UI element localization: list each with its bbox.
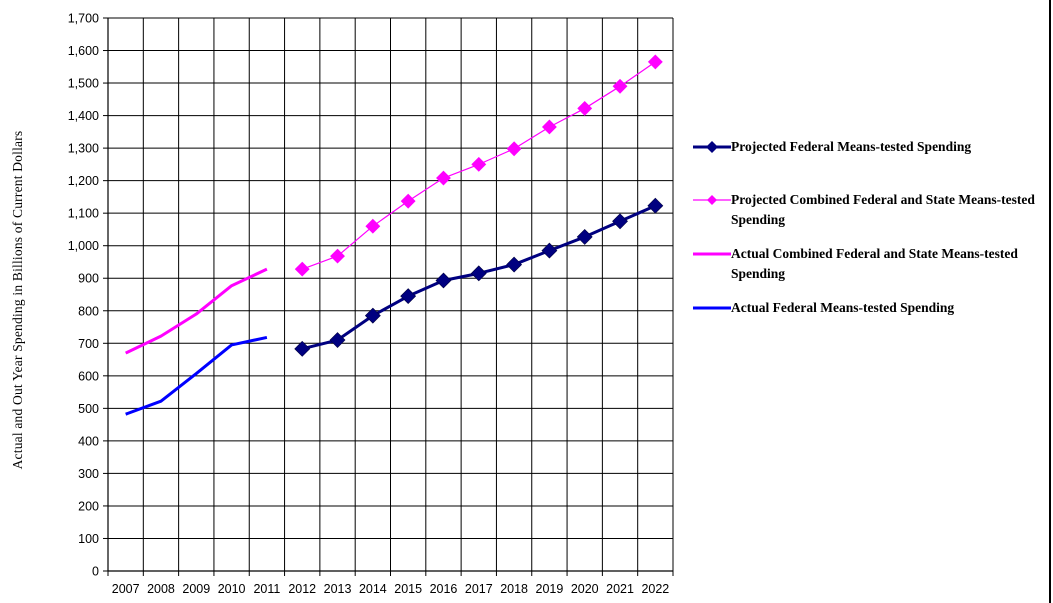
legend-label: Actual Combined Federal and State Means-…: [731, 246, 1018, 281]
y-tick-label: 1,200: [68, 174, 99, 188]
x-tick-label: 2008: [147, 582, 175, 596]
data-point-marker: [647, 197, 664, 214]
legend-label: Projected Combined Federal and State Mea…: [731, 192, 1035, 227]
legend-item-actual-combined: Actual Combined Federal and State Means-…: [693, 244, 1051, 284]
series-2: [125, 267, 268, 355]
plot-grid: [108, 17, 674, 571]
x-tick-label: 2014: [359, 582, 387, 596]
data-point-marker: [506, 141, 522, 157]
data-point-marker: [365, 218, 381, 234]
x-tick-label: 2013: [324, 582, 352, 596]
x-tick-label: 2020: [571, 582, 599, 596]
legend-item-projected-combined: Projected Combined Federal and State Mea…: [693, 190, 1051, 230]
data-point-marker: [400, 193, 416, 209]
y-tick-label: 500: [78, 402, 99, 416]
legend-key-magenta-line: [693, 245, 731, 261]
y-tick-label: 1,500: [68, 77, 99, 91]
x-tick-label: 2011: [253, 582, 280, 596]
y-tick-label: 100: [78, 532, 99, 546]
data-point-marker: [577, 101, 593, 116]
legend-label: Actual Federal Means-tested Spending: [731, 300, 955, 315]
data-point-marker: [506, 256, 523, 273]
x-tick-label: 2010: [218, 582, 246, 596]
series-line: [125, 335, 268, 416]
frame-edge: [1049, 0, 1051, 603]
x-tick-label: 2019: [536, 582, 564, 596]
x-tick-label: 2012: [288, 582, 316, 596]
y-tick-label: 700: [78, 337, 99, 351]
data-point-marker: [541, 119, 557, 135]
y-tick-label: 400: [78, 434, 99, 448]
x-tick-labels: 2007 2008 2009 2010 2011 2012 2013 2014 2015 2016…: [112, 582, 670, 596]
x-tick-label: 2015: [394, 582, 422, 596]
series-layer: [125, 54, 664, 416]
data-point-marker: [294, 261, 310, 277]
data-point-marker: [435, 272, 452, 289]
y-tick-label: 1,700: [68, 12, 99, 26]
legend-label: Projected Federal Means-tested Spending: [731, 139, 972, 154]
plot-axes: [103, 17, 674, 576]
data-point-marker: [330, 248, 345, 264]
legend-item-actual-federal: Actual Federal Means-tested Spending: [693, 298, 1051, 318]
x-tick-label: 2016: [430, 582, 458, 596]
y-tick-label: 800: [78, 304, 99, 318]
series-0: [294, 197, 664, 357]
legend-key-navy-diamond: [693, 138, 731, 154]
series-line: [125, 267, 268, 355]
data-point-marker: [541, 242, 558, 259]
y-tick-label: 0: [92, 565, 99, 579]
legend-key-blue-line: [693, 299, 731, 315]
y-tick-label: 200: [78, 499, 99, 513]
series-3: [125, 335, 268, 416]
data-point-marker: [364, 307, 381, 324]
y-tick-label: 1,000: [68, 239, 99, 253]
series-1: [294, 54, 663, 277]
legend-item-projected-federal: Projected Federal Means-tested Spending: [693, 137, 1051, 157]
data-point-marker: [612, 78, 628, 94]
y-tick-label: 900: [78, 272, 99, 286]
y-tick-label: 1,600: [68, 44, 99, 58]
data-point-marker: [647, 54, 663, 70]
data-point-marker: [471, 156, 487, 172]
data-point-marker: [576, 228, 593, 245]
legend-key-magenta-diamond: [693, 191, 731, 207]
x-tick-label: 2009: [182, 582, 210, 596]
x-tick-label: 2007: [112, 582, 140, 596]
y-tick-label: 1,300: [68, 142, 99, 156]
legend: Projected Federal Means-tested Spending …: [693, 0, 1053, 603]
data-point-marker: [294, 340, 311, 357]
data-point-marker: [436, 170, 451, 186]
y-tick-labels: 0 100 200 300 400 500 600 700 800 900 1,000 1,100 1,…: [68, 12, 99, 579]
data-point-marker: [329, 332, 346, 348]
x-tick-label: 2022: [641, 582, 669, 596]
y-axis-label: Actual and Out Year Spending in Billions…: [10, 131, 25, 470]
y-tick-label: 1,400: [68, 109, 99, 123]
data-point-marker: [400, 288, 417, 305]
x-tick-label: 2018: [500, 582, 528, 596]
y-tick-label: 600: [78, 369, 99, 383]
y-tick-label: 300: [78, 467, 99, 481]
y-tick-label: 1,100: [68, 207, 99, 221]
data-point-marker: [470, 265, 487, 282]
x-tick-label: 2017: [465, 582, 493, 596]
data-point-marker: [612, 213, 628, 230]
x-tick-label: 2021: [606, 582, 634, 596]
